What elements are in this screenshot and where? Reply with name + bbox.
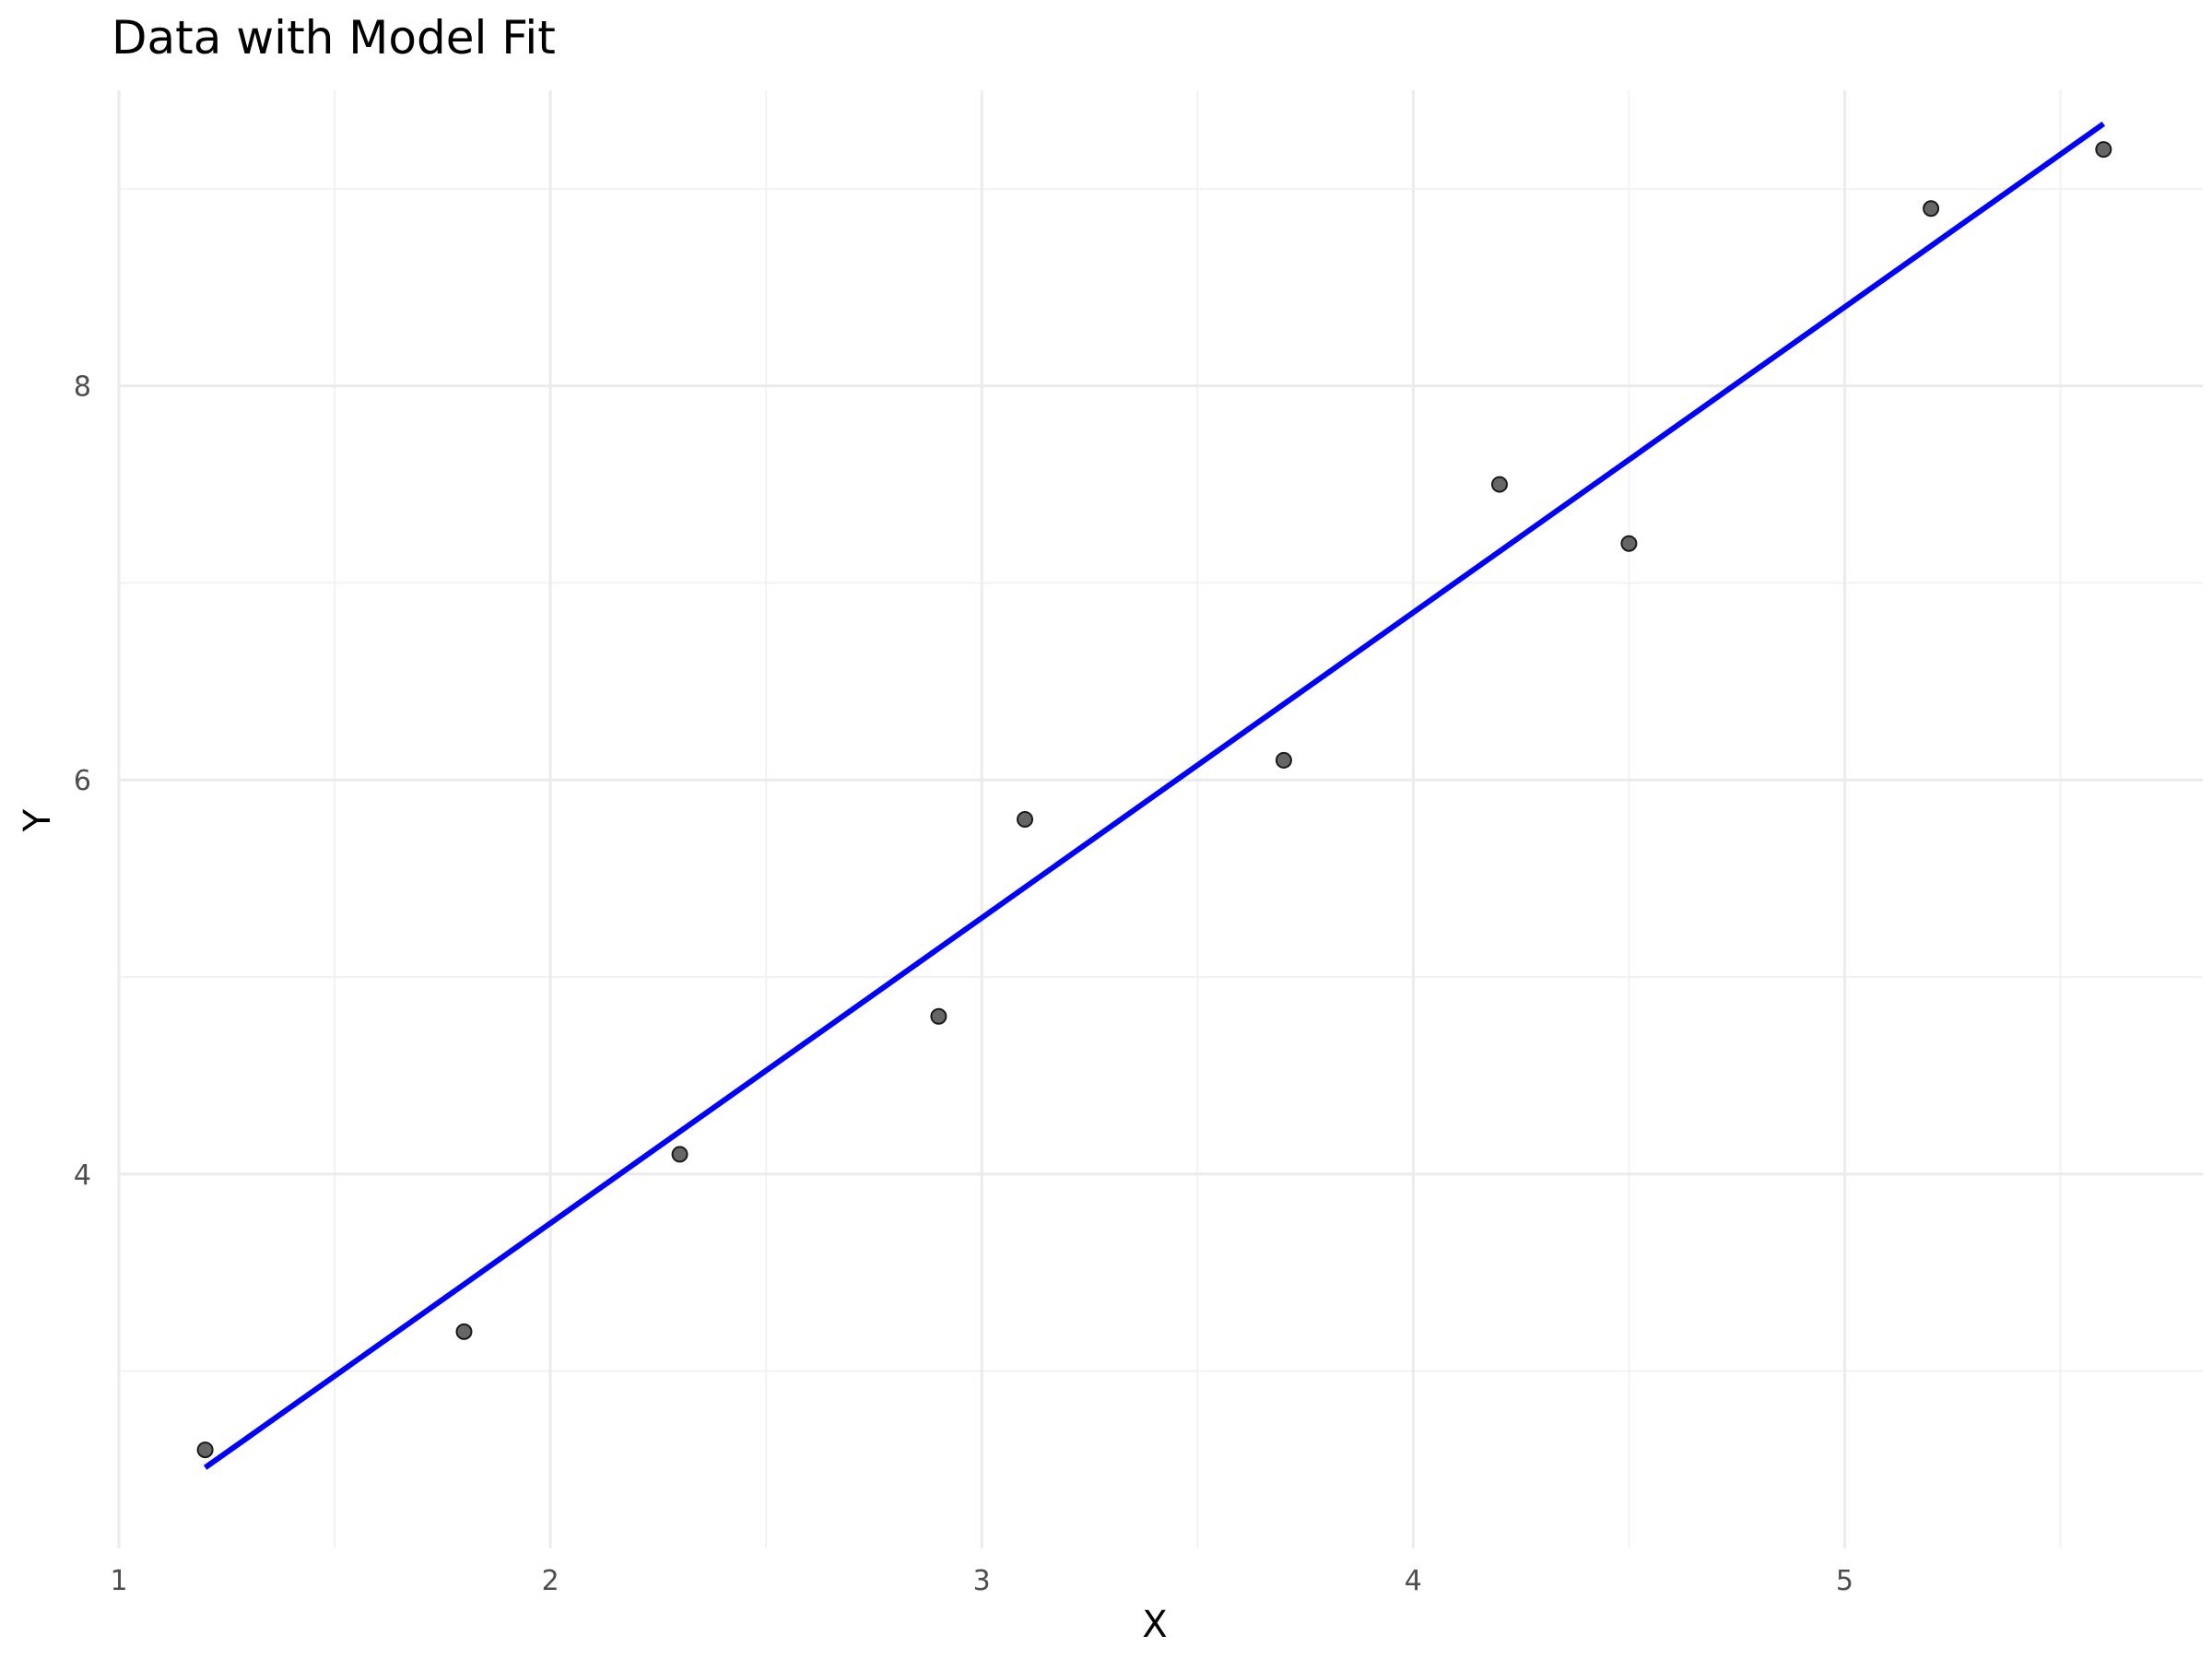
x-tick-label: 1: [110, 1565, 127, 1597]
data-point: [196, 1441, 214, 1459]
major-gridlines: [117, 90, 2203, 1548]
minor-gridlines: [119, 90, 2203, 1548]
y-axis-ticks: 4 6 8: [74, 371, 91, 1192]
x-tick-label: 3: [973, 1565, 991, 1597]
x-axis-ticks: 1 2 3 4 5: [110, 1565, 1853, 1597]
chart-title: Data with Model Fit: [112, 11, 556, 65]
data-point: [2095, 141, 2112, 159]
data-point: [1017, 811, 1034, 828]
data-points: [196, 141, 2112, 1459]
x-tick-label: 2: [542, 1565, 559, 1597]
y-tick-label: 4: [74, 1159, 91, 1192]
fit-line: [203, 121, 2106, 1470]
x-tick-label: 5: [1836, 1565, 1853, 1597]
y-axis-label: Y: [17, 808, 59, 832]
y-tick-label: 8: [74, 371, 91, 404]
x-axis-label: X: [1142, 1604, 1167, 1646]
data-point: [1620, 535, 1638, 552]
x-tick-label: 4: [1405, 1565, 1422, 1597]
data-point: [455, 1323, 473, 1340]
y-tick-label: 6: [74, 765, 91, 797]
data-point: [1490, 476, 1508, 493]
fit-line-layer: [203, 121, 2106, 1470]
data-point: [1923, 200, 1940, 218]
data-point: [671, 1146, 688, 1163]
data-point: [1275, 751, 1292, 769]
data-point: [930, 1007, 947, 1025]
